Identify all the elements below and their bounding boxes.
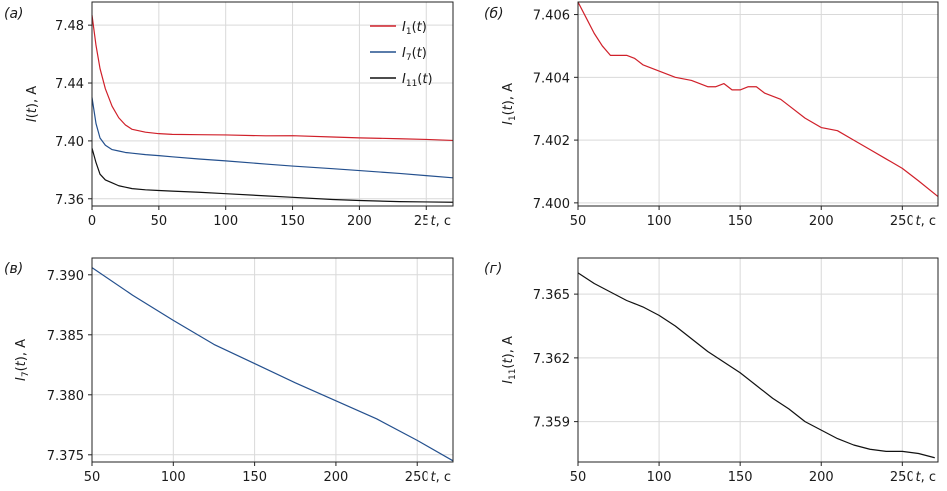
legend: I1(t) I7(t) I11(t) — [370, 20, 433, 89]
x-axis-label: t, с — [430, 214, 451, 229]
y-axis-label: I11(t), A — [501, 336, 518, 384]
y-tick-label: 7.400 — [533, 197, 570, 212]
y-tick-label: 7.406 — [533, 9, 570, 24]
y-axis-label: I(t), A — [25, 86, 40, 122]
series-line-i1 — [91, 14, 454, 142]
x-tick-label: 150 — [280, 214, 305, 229]
x-tick-label: 50 — [151, 214, 168, 229]
y-tick-label: 7.385 — [47, 329, 84, 344]
x-axis-label-bg — [427, 213, 454, 230]
x-tick-label: 250 — [405, 470, 430, 485]
x-axis-label: t, с — [915, 214, 936, 229]
legend-entry: I1(t) — [402, 20, 427, 37]
panel-label: (в) — [4, 261, 23, 277]
x-tick-label: 150 — [242, 470, 267, 485]
y-tick-label: 7.36 — [55, 193, 84, 208]
y-tick-label: 7.375 — [47, 449, 84, 464]
plot-frame — [91, 257, 454, 463]
x-axis-label: t, с — [915, 470, 936, 485]
y-tick-label: 7.402 — [533, 134, 570, 149]
series-line-panel-3 — [91, 267, 454, 462]
y-axis-label: I1(t), A — [501, 83, 518, 125]
plot-frame — [577, 1, 939, 207]
y-tick-label: 7.359 — [533, 416, 570, 431]
x-tick-label: 200 — [809, 214, 834, 229]
panel-label: (а) — [4, 6, 24, 22]
y-tick-label: 7.404 — [533, 71, 570, 86]
y-tick-label: 7.40 — [55, 135, 84, 150]
chart-panel-3: 50 100 150 200 250 7.375 7.380 7.385 7.390 t, с (в… — [4, 257, 454, 486]
x-tick-label: 0 — [88, 214, 96, 229]
legend-entry: I7(t) — [402, 46, 427, 63]
x-tick-label: 250 — [890, 214, 915, 229]
x-tick-label: 100 — [647, 470, 672, 485]
chart-panel-2: 50 100 150 200 250 7.400 7.402 7.404 7.406 t, с (б… — [484, 1, 939, 230]
series-line-i11 — [91, 147, 454, 203]
y-tick-label: 7.365 — [533, 288, 570, 303]
x-tick-label: 50 — [570, 470, 587, 485]
x-axis-label: t, с — [430, 470, 451, 485]
x-tick-label: 200 — [324, 470, 349, 485]
x-tick-label: 50 — [570, 214, 587, 229]
y-tick-label: 7.44 — [55, 77, 84, 92]
x-tick-label: 250 — [890, 470, 915, 485]
y-tick-label: 7.390 — [47, 269, 84, 284]
series-line-panel-2 — [577, 1, 939, 198]
y-axis-label: I7(t), A — [14, 339, 31, 381]
x-tick-label: 200 — [809, 470, 834, 485]
x-tick-label: 50 — [84, 470, 101, 485]
series-line-panel-4 — [577, 272, 935, 459]
y-tick-label: 7.48 — [55, 19, 84, 34]
panel-label: (г) — [484, 261, 502, 277]
plot-frame — [91, 1, 454, 207]
x-tick-label: 150 — [728, 214, 753, 229]
plot-frame — [577, 257, 939, 463]
x-tick-label: 100 — [161, 470, 186, 485]
y-tick-label: 7.380 — [47, 389, 84, 404]
x-axis-label-bg — [427, 469, 454, 486]
x-tick-label: 150 — [728, 470, 753, 485]
chart-panel-4: 50 100 150 200 250 7.359 7.362 7.365 t, с (г) I11(… — [484, 257, 939, 486]
x-axis-label-bg — [912, 213, 939, 230]
panel-label: (б) — [484, 6, 504, 22]
x-axis-label-bg — [912, 469, 939, 486]
x-tick-label: 200 — [347, 214, 372, 229]
y-tick-label: 7.362 — [533, 352, 570, 367]
legend-entry: I11(t) — [402, 72, 433, 89]
x-tick-label: 100 — [213, 214, 238, 229]
x-tick-label: 100 — [647, 214, 672, 229]
series-line-i7 — [91, 97, 454, 179]
